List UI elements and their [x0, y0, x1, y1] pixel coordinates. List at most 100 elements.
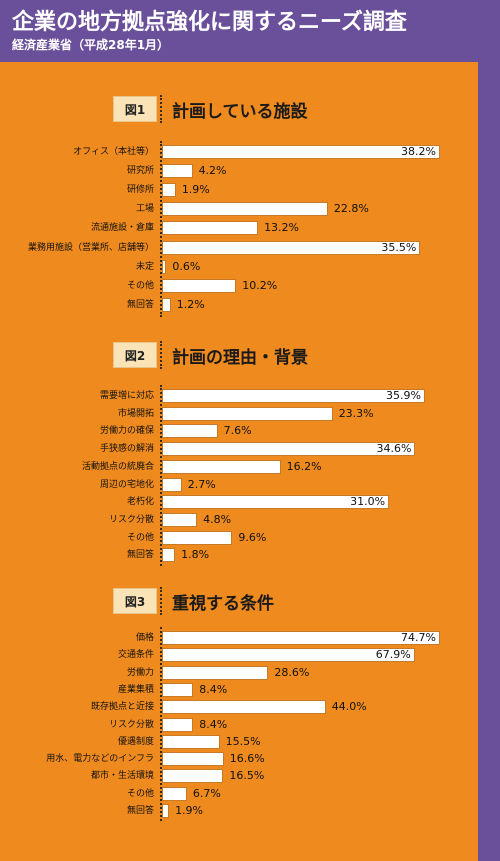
value-label: 2.7%: [187, 477, 216, 491]
category-label: 労働力の確保: [99, 426, 154, 437]
bar: [162, 389, 425, 403]
category-label: 無回答: [126, 806, 154, 816]
category-label: 流通施設・倉庫: [90, 223, 154, 234]
value-label: 16.5%: [229, 769, 265, 783]
chart-title: 計画している施設: [172, 102, 308, 122]
value-label: 15.5%: [225, 734, 261, 748]
figure-badge: 図2: [113, 342, 157, 368]
value-label: 38.2%: [401, 145, 436, 158]
value-label: 8.4%: [199, 682, 228, 696]
category-label: 無回答: [126, 299, 154, 310]
category-label: 活動拠点の統廃合: [81, 461, 154, 472]
category-label: 業務用施設（営業所、店舗等）: [27, 242, 154, 253]
category-label: 老朽化: [126, 497, 154, 508]
bar: [162, 202, 328, 217]
value-label: 28.6%: [274, 665, 310, 679]
value-label: 0.6%: [172, 259, 201, 273]
category-label: 手狭感の解消: [99, 444, 154, 455]
category-label: その他: [126, 280, 154, 291]
value-label: 67.9%: [375, 648, 411, 662]
bar: [162, 477, 182, 492]
value-label: 22.8%: [333, 202, 369, 216]
category-label: 市場開拓: [117, 408, 154, 419]
page-title: 企業の地方拠点強化に関するニーズ調査: [12, 10, 407, 35]
category-label: 優遇制度: [117, 736, 154, 747]
category-label: 労働力: [126, 667, 154, 678]
bar: [162, 164, 193, 179]
category-label: 都市・生活環境: [90, 771, 154, 782]
chart-title: 重視する条件: [172, 594, 274, 614]
category-label: 価格: [135, 633, 154, 643]
value-label: 7.6%: [223, 424, 252, 438]
category-label: 研究所: [126, 166, 154, 177]
bar: [162, 700, 326, 715]
chart-axis-line: [160, 627, 162, 822]
category-label: 既存拠点と近接: [90, 702, 154, 713]
value-label: 6.7%: [192, 786, 221, 800]
bar: [162, 665, 269, 680]
bar: [162, 278, 237, 293]
bar: [162, 512, 198, 527]
category-label: オフィス（本社等）: [73, 147, 154, 157]
figure-header-divider: [160, 587, 162, 615]
page-subtitle: 経済産業省（平成28年1月）: [12, 38, 170, 52]
bar: [162, 530, 233, 545]
category-label: その他: [126, 532, 154, 543]
value-label: 44.0%: [331, 700, 367, 714]
value-label: 8.4%: [199, 717, 228, 731]
value-label: 10.2%: [242, 278, 278, 292]
category-label: 周辺の宅地化: [99, 479, 154, 490]
bar: [162, 183, 176, 198]
value-label: 13.2%: [264, 221, 300, 235]
figure-header-divider: [160, 341, 162, 369]
figure-badge: 図3: [113, 588, 157, 614]
figure-badge: 図1: [113, 96, 157, 122]
chart-axis-line: [160, 141, 162, 317]
category-label: その他: [126, 788, 154, 799]
bar: [162, 786, 187, 801]
value-label: 23.3%: [338, 406, 374, 420]
value-label: 9.6%: [238, 530, 267, 544]
category-label: 需要増に対応: [99, 391, 154, 401]
right-edge-strip: [478, 62, 500, 861]
value-label: 34.6%: [376, 442, 412, 456]
bar: [162, 769, 224, 784]
category-label: 無回答: [126, 550, 154, 561]
bar: [162, 548, 176, 563]
bar: [162, 442, 416, 457]
bar: [162, 752, 224, 767]
value-label: 1.9%: [175, 804, 204, 817]
bar: [162, 424, 218, 439]
bar: [162, 648, 415, 663]
category-label: 交通条件: [117, 650, 154, 661]
figure-header-divider: [160, 95, 162, 123]
value-label: 31.0%: [350, 495, 386, 509]
value-label: 16.6%: [229, 752, 265, 766]
value-label: 74.7%: [401, 631, 436, 644]
bar: [162, 682, 194, 697]
value-label: 35.5%: [381, 240, 417, 254]
category-label: 未定: [135, 261, 154, 272]
bar: [162, 221, 259, 236]
bar: [162, 240, 421, 255]
category-label: 研修所: [126, 185, 154, 196]
value-label: 1.8%: [181, 548, 210, 562]
value-label: 16.2%: [286, 459, 322, 473]
category-label: 工場: [135, 204, 154, 215]
value-label: 35.9%: [386, 389, 421, 402]
value-label: 4.8%: [203, 512, 232, 526]
chart-title: 計画の理由・背景: [172, 348, 308, 368]
bar: [162, 804, 170, 818]
value-label: 1.9%: [181, 183, 210, 197]
category-label: 用水、電力などのインフラ: [46, 754, 154, 765]
bar: [162, 145, 440, 159]
category-label: リスク分散: [108, 719, 154, 730]
bar: [162, 459, 281, 474]
chart-axis-line: [160, 385, 162, 566]
bar: [162, 717, 194, 732]
bar: [162, 734, 220, 749]
bar: [162, 297, 171, 312]
bar: [162, 406, 333, 421]
bar: [162, 631, 440, 645]
